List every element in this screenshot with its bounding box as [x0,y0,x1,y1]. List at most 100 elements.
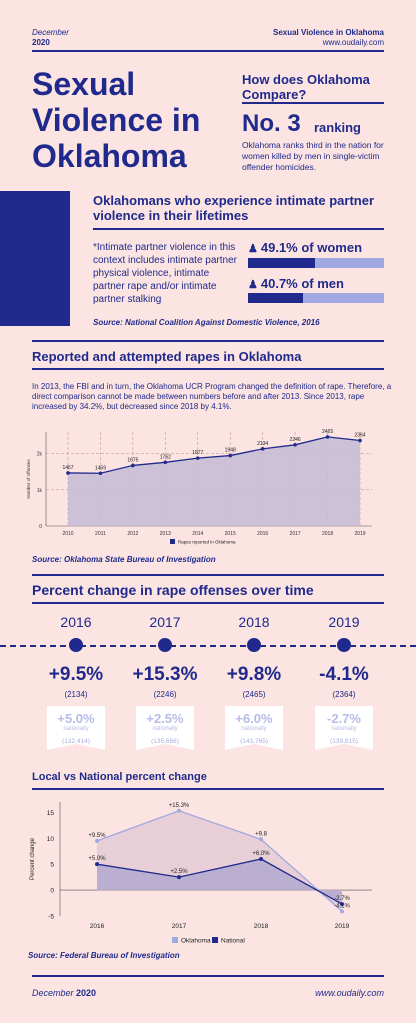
footer-site-link[interactable]: www.oudaily.com [315,988,384,998]
national-data-label: +2.5% [170,869,188,875]
series-line [67,436,361,474]
local-count: (2465) [242,690,266,699]
timeline-dot [158,638,172,652]
header-topic: Sexual Violence in Oklahoma [272,28,384,37]
data-label: 1467 [62,465,73,471]
local-count: (2364) [332,690,356,699]
national-data-label: -2.7% [334,896,350,902]
pct-top-rule [32,574,384,576]
legend-swatch-oklahoma [172,937,178,943]
compare-heading: How does Oklahoma Compare? [242,72,370,102]
national-flag: -2.7% nationally [315,706,373,750]
footer-month: December [32,988,74,998]
data-label: 2465 [322,429,333,435]
header-month: December [32,28,69,37]
oklahoma-point [95,838,99,843]
year-label: 2016 [60,614,92,630]
header-right: Sexual Violence in Oklahoma www.oudaily.… [273,28,384,48]
y-tick-label: 1k [37,488,43,494]
women-icon: ♟ [248,243,258,255]
ipv-note: *Intimate partner violence in this conte… [93,242,237,305]
local-percent: -4.1% [319,664,369,685]
men-bar-fill [248,293,304,303]
national-percent: -2.7% [327,711,361,726]
oklahoma-data-label: +9.5% [88,833,106,839]
title-line-2: Violence in [32,102,201,138]
rapes-line-chart: 0 1k 2k 2010 2011 2012 2013 2014 2015 2016 2017 201… [26,429,372,545]
legend-swatch-national [212,937,218,943]
data-label: 2134 [257,441,268,447]
header-date: December 2020 [32,28,69,48]
data-label: 2246 [290,437,301,443]
x-tick-label: 2017 [290,531,301,537]
compare-rule [242,102,384,104]
data-label: 1675 [127,457,138,463]
oklahoma-data-label: +9.8 [255,831,268,837]
women-stat: ♟ 49.1% of women [248,240,362,255]
footer-rule [32,975,384,977]
y-tick-label: -5 [48,914,54,921]
page-title: Sexual Violence in Oklahoma [32,66,222,174]
header-site-link[interactable]: www.oudaily.com [322,38,384,47]
y-tick-label: 2k [37,452,43,458]
national-line [96,858,343,905]
legend-swatch [170,539,175,544]
lvn-heading: Local vs National percent change [32,771,207,783]
oklahoma-line [96,810,343,912]
ipv-rule [93,228,384,230]
year-label: 2019 [328,614,360,630]
title-line-1: Sexual [32,66,136,102]
footer-date: December 2020 [32,988,96,998]
national-label: nationally [63,726,89,732]
data-label: 1877 [192,450,203,456]
data-point [358,438,362,443]
x-tick-label: 2012 [127,531,138,537]
oklahoma-area [97,810,342,912]
data-point [293,442,297,447]
year-label: 2018 [238,614,270,630]
local-count: (2134) [64,690,88,699]
decorative-block [0,191,70,326]
header-rule [32,50,384,52]
data-point [228,453,233,458]
legend-label-national: National [221,938,245,945]
data-point [325,435,330,439]
rank-description: Oklahoma ranks third in the nation for w… [242,140,384,172]
legend-label: Rapes reported in Oklahoma [178,540,236,545]
rapes-description: In 2013, the FBI and in turn, the Oklaho… [32,382,392,411]
rank-word: ranking [314,120,361,135]
x-tick-label: 2016 [257,531,268,537]
data-point [163,460,168,465]
timeline-dashed-line [0,645,416,647]
data-point [66,471,70,475]
rapes-rule [32,368,384,370]
x-tick-label: 2018 [254,923,269,930]
national-label: nationally [241,726,267,732]
national-point [259,857,263,861]
y-axis-label: Number of offenses [26,459,31,499]
rapes-heading: Reported and attempted rapes in Oklahoma [32,349,302,364]
national-data-label: +6.0% [252,851,270,857]
national-count: (139,815) [330,738,358,745]
x-tick-label: 2014 [192,531,203,537]
men-label: 40.7% of men [260,276,344,291]
pct-rule [32,602,384,604]
area-fill [68,436,360,526]
x-tick-label: 2019 [354,531,365,537]
national-flag: +2.5% nationally [136,706,194,750]
y-tick-label: 0 [39,524,42,530]
national-data-label: +5.0% [88,856,106,862]
national-count: (143,765) [240,738,268,745]
women-bar-fill [248,258,315,268]
timeline-dot [337,638,351,652]
rapes-source: Source: Oklahoma State Bureau of Investi… [32,555,216,564]
men-stat: ♟ 40.7% of men [248,276,344,291]
local-percent: +9.8% [226,664,282,685]
data-point [195,456,200,460]
data-point [131,463,135,468]
oklahoma-point [259,837,263,842]
legend-label-oklahoma: Oklahoma [181,938,211,945]
ipv-heading: Oklahomans who experience intimate partn… [93,193,375,223]
national-label: nationally [152,726,178,732]
x-tick-label: 2017 [172,923,187,930]
